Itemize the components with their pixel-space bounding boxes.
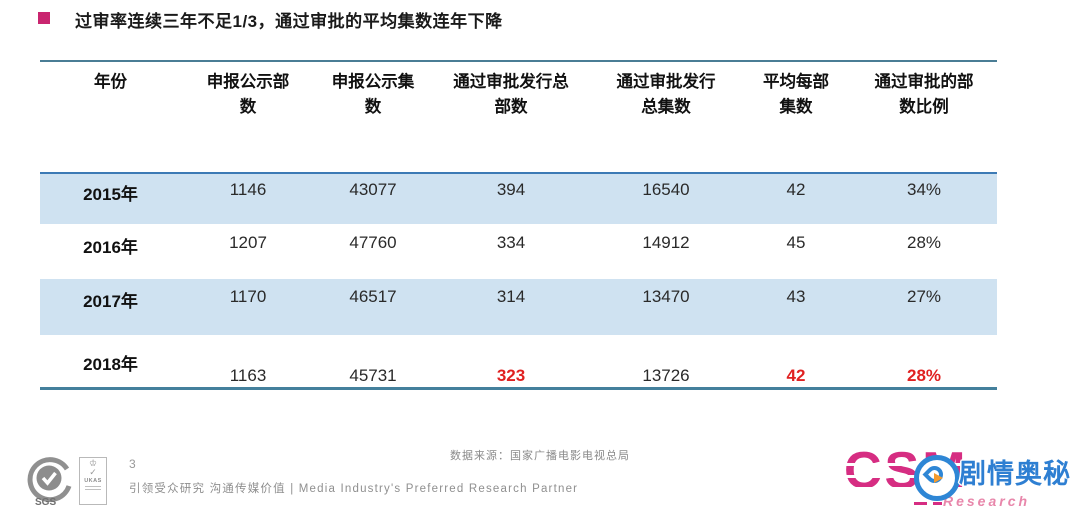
column-header-2: 申报公示集 数 <box>331 73 415 116</box>
data-cell: 42 <box>786 366 806 385</box>
data-cell: 42 <box>741 172 851 224</box>
table-header-row: 年份 申报公示部 数申报公示集 数通过审批发行总 部数 通过审批发行 总集数 平均每部… <box>40 61 997 173</box>
csm-research-label: Research <box>943 493 1031 509</box>
page-title: 过审率连续三年不足1/3，通过审批的平均集数连年下降 <box>75 12 503 31</box>
ukas-label: UKAS <box>84 477 102 484</box>
data-cell: 1163 <box>229 366 267 385</box>
data-cell: 46517 <box>349 287 397 306</box>
approval-stats-table: 年份 申报公示部 数申报公示集 数通过审批发行总 部数 通过审批发行 总集数 平均每部… <box>40 60 997 390</box>
csm-logo-dash <box>933 502 942 505</box>
title-bullet-icon <box>38 12 50 24</box>
data-cell: 45731 <box>349 366 397 385</box>
crown-icon: ♔ <box>88 458 98 468</box>
check-icon: ✓ <box>89 467 97 478</box>
play-triangle-icon <box>934 473 943 483</box>
data-cell: 13726 <box>642 366 690 385</box>
sgs-label: SGS <box>35 497 56 507</box>
year-cell: 2017年 <box>83 292 138 311</box>
page-number: 3 <box>129 457 136 471</box>
data-cell: 1207 <box>229 233 267 252</box>
column-header-6: 通过审批的部 数比例 <box>874 73 974 116</box>
table-row-2016年: 2016年 1207 47760 334 14912 45 28% <box>40 224 997 279</box>
column-header-4: 通过审批发行 总集数 <box>616 73 716 116</box>
data-cell: 13470 <box>642 287 690 306</box>
data-cell: 16540 <box>591 172 741 224</box>
table-row-2015年: 2015年 1146 43077 394 16540 42 34% <box>40 172 997 224</box>
table-row-2018年: 2018年 1163 45731 323 13726 42 28% <box>40 335 997 388</box>
column-header-3: 通过审批发行总 部数 <box>453 73 569 116</box>
data-cell: 394 <box>431 172 591 224</box>
data-cell: 28% <box>906 366 942 385</box>
year-cell: 2016年 <box>83 238 138 257</box>
data-cell: 314 <box>496 287 526 306</box>
csm-logo-dash <box>914 502 927 505</box>
watermark-text: 剧情奥秘 <box>959 459 1071 489</box>
brand-watermark-cluster: CSM Research 剧情奥秘 <box>840 441 1080 511</box>
slide-title-bar: 过审率连续三年不足1/3，通过审批的平均集数连年下降 <box>38 7 503 32</box>
footer-left: SGS ♔ ✓ UKAS 3 引领受众研究 沟通传媒价值 | Media Ind… <box>26 457 578 507</box>
data-cell: 14912 <box>642 233 690 252</box>
data-cell: 43077 <box>315 172 431 224</box>
data-cell: 323 <box>496 366 526 385</box>
ukas-divider <box>85 488 101 490</box>
data-cell: 43 <box>786 287 806 306</box>
footer-text-column: 3 引领受众研究 沟通传媒价值 | Media Industry's Prefe… <box>129 457 578 496</box>
data-cell: 334 <box>496 233 526 252</box>
column-header-0: 年份 <box>94 73 127 91</box>
column-header-1: 申报公示部 数 <box>206 73 290 116</box>
table-area: 年份 申报公示部 数申报公示集 数通过审批发行总 部数 通过审批发行 总集数 平均每部… <box>40 60 997 390</box>
ukas-divider <box>85 486 101 488</box>
watermark-drop-icon <box>914 455 960 501</box>
ukas-certification-icon: ♔ ✓ UKAS <box>79 457 107 505</box>
data-cell: 28% <box>906 233 942 252</box>
company-slogan: 引领受众研究 沟通传媒价值 | Media Industry's Preferr… <box>129 483 579 495</box>
year-cell: 2015年 <box>40 172 181 224</box>
data-cell: 34% <box>851 172 997 224</box>
year-cell: 2018年 <box>83 355 138 374</box>
sgs-certification-icon: SGS <box>27 457 72 507</box>
data-cell: 1146 <box>181 172 315 224</box>
data-cell: 45 <box>786 233 806 252</box>
table-row-2017年: 2017年 1170 46517 314 13470 43 27% <box>40 279 997 335</box>
data-cell: 1170 <box>229 287 267 306</box>
data-source-note: 数据来源：国家广播电影电视总局 <box>450 450 630 462</box>
data-cell: 27% <box>906 287 942 306</box>
column-header-5: 平均每部 集数 <box>763 73 829 116</box>
data-cell: 47760 <box>349 233 397 252</box>
